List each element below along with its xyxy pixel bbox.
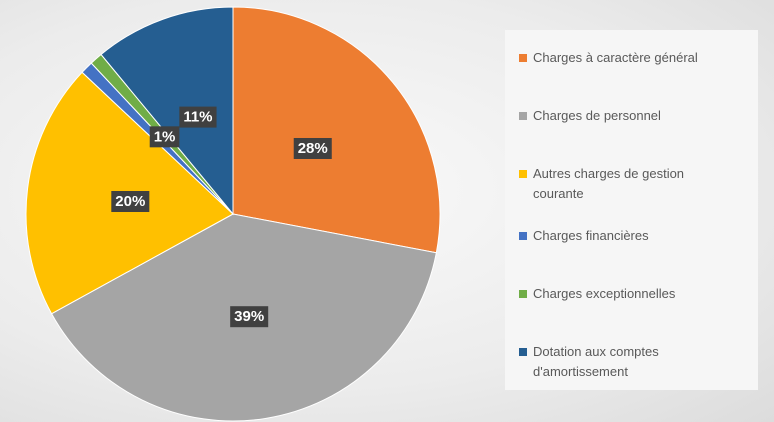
data-label-text: 1%	[154, 128, 176, 145]
data-label-box	[293, 137, 332, 159]
data-label-box	[179, 106, 217, 128]
legend-swatch	[519, 290, 527, 298]
data-label-box	[149, 126, 180, 148]
data-label-box	[111, 190, 150, 212]
legend-swatch	[519, 112, 527, 120]
legend-label: Charges exceptionnelles	[533, 286, 676, 301]
legend-label: Autres charges de gestion courante	[533, 166, 685, 201]
legend-label: Dotation aux comptes d'amortissement	[533, 344, 659, 379]
legend-item: Charges financières	[519, 226, 733, 246]
data-label: 1%	[149, 126, 180, 148]
legend-label: Charges financières	[533, 228, 649, 243]
legend-item: Charges à caractère général	[519, 48, 733, 68]
data-label-text: 20%	[115, 193, 145, 210]
legend-swatch	[519, 54, 527, 62]
data-label: 39%	[230, 306, 269, 328]
pie-slice	[232, 6, 441, 254]
pie-slice	[100, 6, 234, 216]
data-label: 11%	[179, 106, 217, 128]
data-label: 20%	[111, 190, 150, 212]
legend: Charges à caractère général Charges de pe…	[505, 30, 758, 390]
legend-item: Charges exceptionnelles	[519, 284, 733, 304]
legend-swatch	[519, 348, 527, 356]
legend-swatch	[519, 170, 527, 178]
data-label-text: 28%	[298, 140, 328, 157]
data-label-text: 11%	[183, 109, 212, 126]
legend-item: Dotation aux comptes d'amortissement	[519, 342, 733, 382]
legend-item: Autres charges de gestion courante	[519, 164, 733, 204]
legend-item: Charges de personnel	[519, 106, 733, 126]
data-label: 28%	[293, 137, 332, 159]
legend-label: Charges à caractère général	[533, 50, 698, 65]
data-label-text: 39%	[234, 308, 264, 325]
legend-swatch	[519, 232, 527, 240]
data-label-box	[230, 306, 269, 328]
legend-label: Charges de personnel	[533, 108, 661, 123]
